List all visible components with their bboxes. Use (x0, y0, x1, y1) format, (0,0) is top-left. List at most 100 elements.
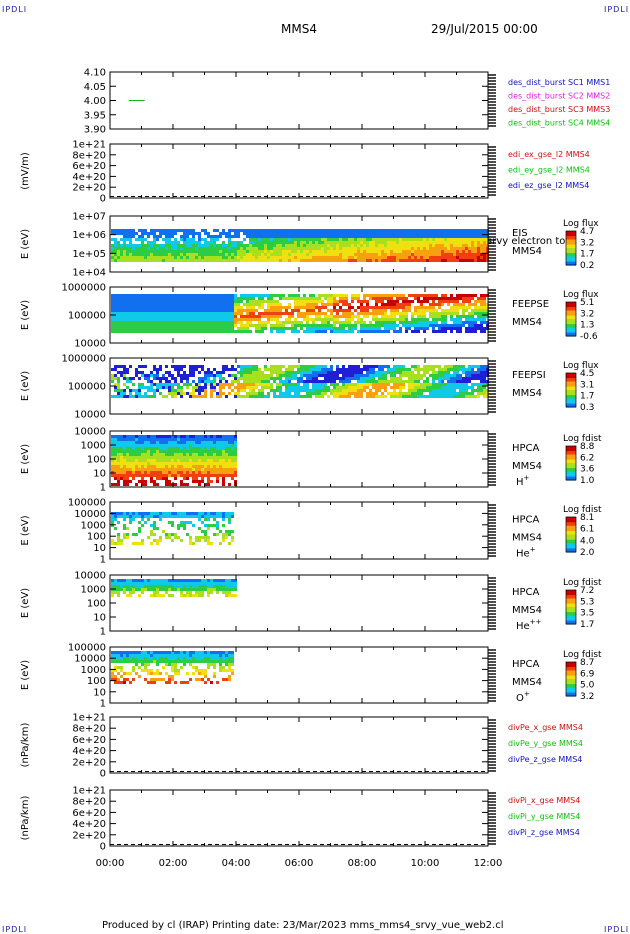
spectrogram-cell (312, 377, 315, 380)
spectrogram-cell (417, 365, 420, 368)
spectrogram-cell (438, 256, 441, 259)
spectrogram-cell (228, 386, 231, 389)
spectrogram-cell (477, 235, 480, 238)
spectrogram-cell (207, 374, 210, 377)
spectrogram-cell (468, 392, 471, 395)
spectrogram-cell (408, 256, 411, 259)
spectrogram-cell (213, 471, 216, 474)
spectrogram-cell (168, 474, 171, 477)
spectrogram-cell (252, 377, 255, 380)
spectrogram-cell (447, 395, 450, 398)
spectrogram-cell (423, 232, 426, 235)
spectrogram-cell (441, 324, 444, 327)
spectrogram-cell (147, 386, 150, 389)
spectrogram-cell (198, 365, 201, 368)
spectrogram-cell (294, 235, 297, 238)
spectrogram-cell (180, 453, 183, 456)
spectrogram-cell (180, 309, 183, 312)
spectrogram-cell (318, 324, 321, 327)
spectrogram-cell (246, 327, 249, 330)
spectrogram-cell (183, 259, 186, 262)
spectrogram-cell (345, 303, 348, 306)
spectrogram-cell (117, 465, 120, 468)
spectrogram-cell (156, 441, 159, 444)
spectrogram-cell (408, 392, 411, 395)
spectrogram-cell (114, 318, 117, 321)
spectrogram-cell (408, 324, 411, 327)
spectrogram-cell (330, 374, 333, 377)
spectrogram-cell (216, 441, 219, 444)
spectrogram-cell (186, 447, 189, 450)
spectrogram-cell (165, 232, 168, 235)
spectrogram-cell (141, 321, 144, 324)
spectrogram-cell (213, 438, 216, 441)
spectrogram-cell (195, 247, 198, 250)
spectrogram-cell (483, 229, 486, 232)
spectrogram-cell (210, 435, 213, 438)
spectrogram-cell (309, 253, 312, 256)
spectrogram-cell (279, 386, 282, 389)
spectrogram-cell (318, 250, 321, 253)
spectrogram-cell (111, 309, 114, 312)
colorbar-tick-label: 3.6 (580, 465, 595, 475)
spectrogram-cell (468, 321, 471, 324)
spectrogram-cell (399, 312, 402, 315)
spectrogram-cell (111, 303, 114, 306)
spectrogram-cell (384, 235, 387, 238)
spectrogram-cell (180, 365, 183, 368)
spectrogram-cell (375, 297, 378, 300)
spectrogram-cell (339, 250, 342, 253)
spectrogram-cell (309, 309, 312, 312)
spectrogram-cell (264, 377, 267, 380)
spectrogram-cell (435, 235, 438, 238)
spectrogram-cell (282, 324, 285, 327)
spectrogram-cell (336, 250, 339, 253)
spectrogram-cell (441, 303, 444, 306)
spectrogram-cell (171, 297, 174, 300)
spectrogram-cell (351, 324, 354, 327)
spectrogram-cell (249, 297, 252, 300)
spectrogram-cell (144, 306, 147, 309)
spectrogram-cell (468, 312, 471, 315)
spectrogram-cell (435, 247, 438, 250)
spectrogram-cell (480, 392, 483, 395)
spectrogram-cell (294, 318, 297, 321)
spectrogram-cell (189, 324, 192, 327)
spectrogram-cell (180, 229, 183, 232)
spectrogram-cell (351, 389, 354, 392)
spectrogram-cell (177, 368, 180, 371)
spectrogram-cell (228, 447, 231, 450)
spectrogram-cell (321, 244, 324, 247)
spectrogram-cell (426, 386, 429, 389)
spectrogram-cell (201, 318, 204, 321)
spectrogram-cell (153, 395, 156, 398)
spectrogram-cell (381, 374, 384, 377)
spectrogram-cell (306, 386, 309, 389)
spectrogram-cell (213, 247, 216, 250)
spectrogram-cell (216, 247, 219, 250)
spectrogram-cell (309, 244, 312, 247)
spectrogram-cell (189, 303, 192, 306)
spectrogram-cell (138, 318, 141, 321)
spectrogram-cell (441, 256, 444, 259)
spectrogram-cell (465, 229, 468, 232)
spectrogram-cell (432, 371, 435, 374)
spectrogram-cell (426, 368, 429, 371)
spectrogram-cell (249, 321, 252, 324)
spectrogram-cell (222, 229, 225, 232)
spectrogram-cell (231, 294, 234, 297)
spectrogram-cell (177, 456, 180, 459)
spectrogram-cell (132, 462, 135, 465)
spectrogram-cell (195, 444, 198, 447)
spectrogram-cell (351, 374, 354, 377)
spectrogram-cell (171, 330, 174, 333)
spectrogram-cell (237, 229, 240, 232)
spectrogram-cell (420, 389, 423, 392)
spectrogram-cell (153, 392, 156, 395)
spectrogram-cell (174, 465, 177, 468)
spectrogram-cell (450, 250, 453, 253)
spectrogram-cell (426, 229, 429, 232)
spectrogram-cell (327, 377, 330, 380)
spectrogram-cell (381, 238, 384, 241)
spectrogram-cell (120, 297, 123, 300)
